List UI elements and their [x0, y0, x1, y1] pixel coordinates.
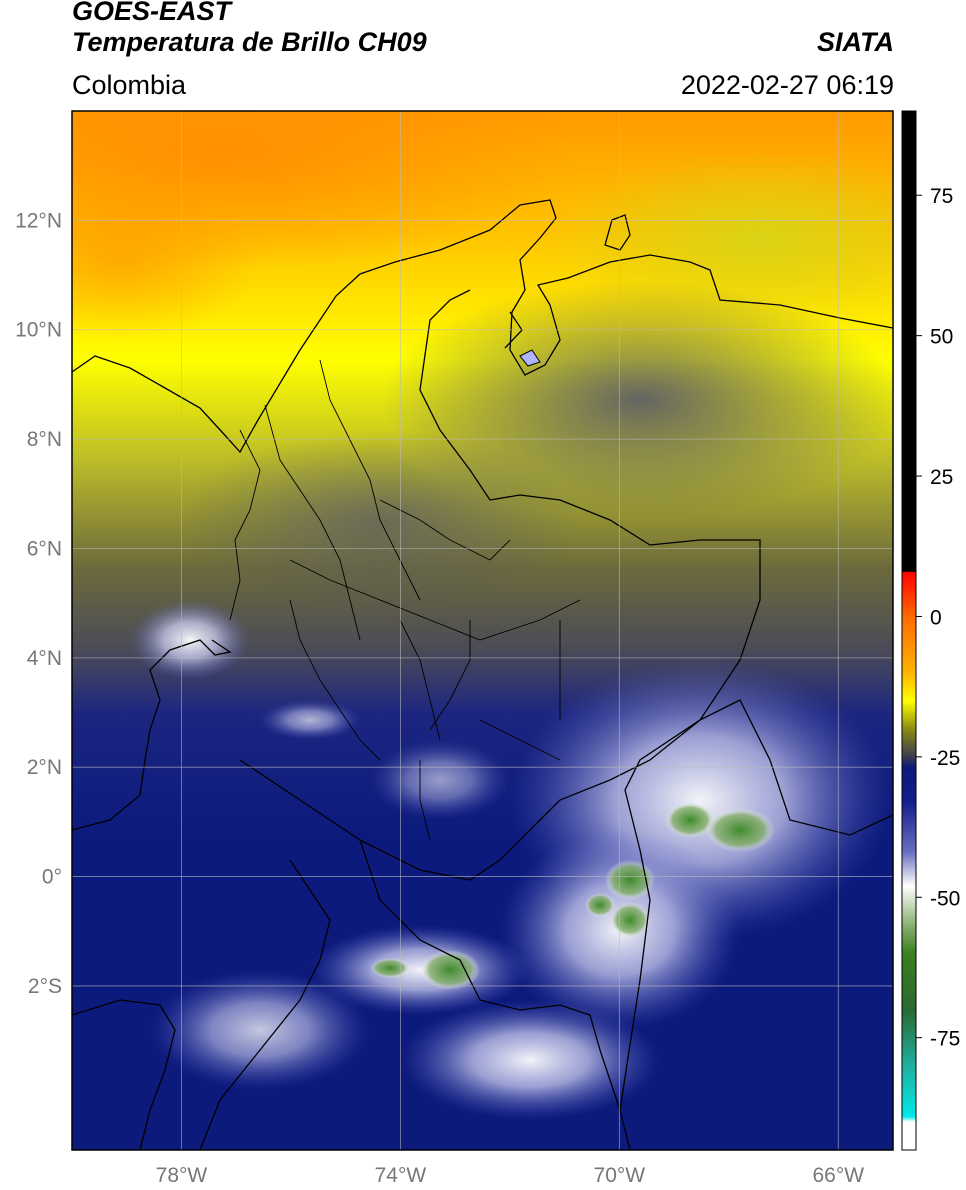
colorbar-tick-label: -50: [930, 887, 960, 910]
map-frame: [71, 110, 894, 1151]
colorbar-tick-label: 75: [930, 185, 953, 208]
lat-tick-label: 0°: [42, 866, 62, 889]
lat-tick-label: 2°N: [27, 756, 62, 779]
colorbar: 75 50 25 0 -25 -50 -75: [901, 110, 960, 1151]
lat-tick-label: 4°N: [27, 647, 62, 670]
lon-tick-label: 78°W: [156, 1164, 208, 1187]
lat-tick-label: 12°N: [15, 209, 62, 232]
colorbar-tick-label: -25: [930, 747, 960, 770]
longitude-labels: 78°W 74°W 70°W 66°W: [156, 1164, 865, 1187]
colorbar-tick-label: 25: [930, 466, 953, 489]
lat-tick-label: 8°N: [27, 428, 62, 451]
timestamp-label: 2022-02-27 06:19: [680, 70, 894, 100]
lon-tick-label: 70°W: [594, 1164, 646, 1187]
region-label: Colombia: [72, 70, 187, 100]
lat-tick-label: 2°S: [28, 975, 62, 998]
colorbar-tick-label: 50: [930, 326, 953, 349]
satellite-title: GOES-EAST: [72, 0, 232, 26]
lat-tick-label: 10°N: [15, 319, 62, 342]
organization-label: SIATA: [817, 27, 894, 57]
product-title: Temperatura de Brillo CH09: [72, 27, 427, 57]
lon-tick-label: 66°W: [812, 1164, 864, 1187]
cold-cloud-patch: [519, 349, 541, 367]
brightness-temperature-field: [72, 111, 893, 1150]
graticule: [72, 111, 893, 1150]
colorbar-tick-label: 0: [930, 606, 942, 629]
latitude-labels: 12°N 10°N 8°N 6°N 4°N 2°N 0° 2°S: [15, 209, 62, 998]
colorbar-tick-label: -75: [930, 1028, 960, 1051]
lat-tick-label: 6°N: [27, 537, 62, 560]
lon-tick-label: 74°W: [375, 1164, 427, 1187]
